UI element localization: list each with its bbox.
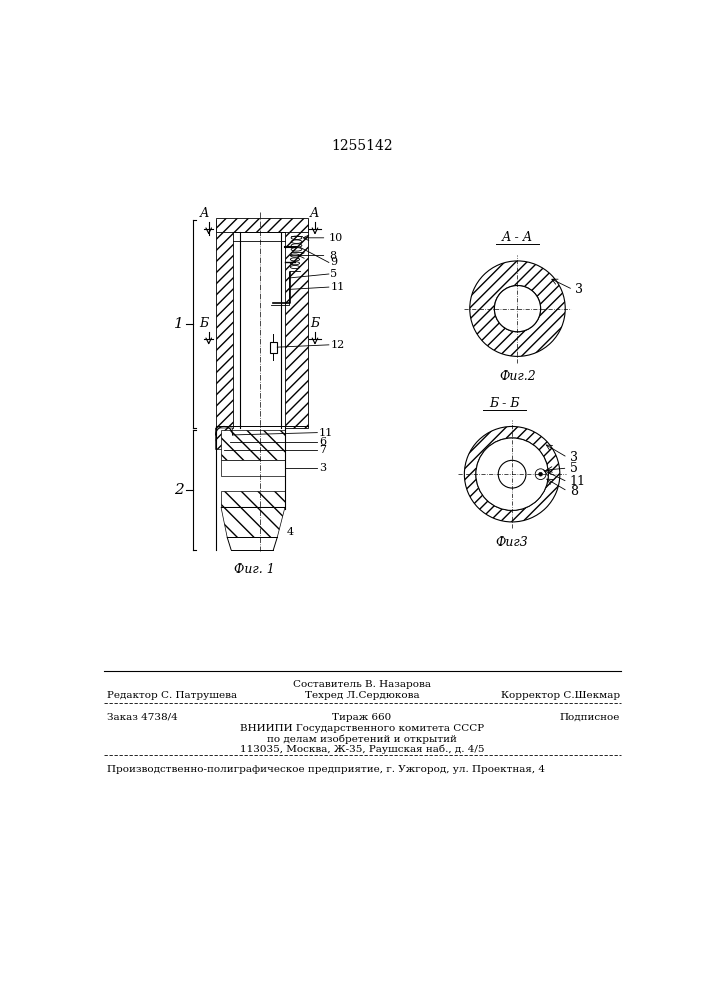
Bar bbox=[270, 342, 277, 353]
Text: 2: 2 bbox=[173, 483, 183, 497]
Circle shape bbox=[494, 286, 541, 332]
Polygon shape bbox=[221, 491, 285, 507]
Text: Фиг. 1: Фиг. 1 bbox=[234, 563, 274, 576]
Text: Подписное: Подписное bbox=[559, 713, 620, 722]
Text: 8: 8 bbox=[329, 251, 336, 261]
Text: Составитель В. Назарова: Составитель В. Назарова bbox=[293, 680, 431, 689]
Polygon shape bbox=[216, 428, 233, 450]
Text: 5: 5 bbox=[330, 269, 337, 279]
Text: Б: Б bbox=[310, 317, 320, 330]
Text: 11: 11 bbox=[319, 428, 333, 438]
Text: Редактор С. Патрушева: Редактор С. Патрушева bbox=[107, 691, 238, 700]
Text: ВНИИПИ Государственного комитета СССР: ВНИИПИ Государственного комитета СССР bbox=[240, 724, 484, 733]
Text: 6: 6 bbox=[319, 437, 326, 447]
Bar bbox=[216, 218, 308, 232]
Wedge shape bbox=[469, 261, 565, 356]
Text: Корректор С.Шекмар: Корректор С.Шекмар bbox=[501, 691, 620, 700]
Polygon shape bbox=[221, 430, 285, 460]
Text: 5: 5 bbox=[570, 462, 578, 475]
Text: 3: 3 bbox=[575, 283, 583, 296]
Text: 11: 11 bbox=[570, 475, 586, 488]
Text: 11: 11 bbox=[330, 282, 344, 292]
Polygon shape bbox=[221, 507, 285, 537]
Text: Фиг.2: Фиг.2 bbox=[499, 370, 536, 383]
Text: 4: 4 bbox=[286, 527, 293, 537]
Text: Тираж 660: Тираж 660 bbox=[332, 713, 392, 722]
Text: 3: 3 bbox=[319, 463, 326, 473]
Text: 1255142: 1255142 bbox=[331, 139, 393, 153]
Text: А: А bbox=[199, 207, 209, 220]
Bar bbox=[285, 220, 308, 428]
Circle shape bbox=[498, 460, 526, 488]
Text: Б - Б: Б - Б bbox=[489, 397, 520, 410]
Text: Производственно-полиграфическое предприятие, г. Ужгород, ул. Проектная, 4: Производственно-полиграфическое предприя… bbox=[107, 765, 545, 774]
Text: Б: Б bbox=[199, 317, 209, 330]
Circle shape bbox=[539, 472, 542, 476]
Text: 9: 9 bbox=[330, 257, 337, 267]
Bar bbox=[216, 220, 233, 428]
Text: Техред Л.Сердюкова: Техред Л.Сердюкова bbox=[305, 691, 419, 700]
Text: Фиг3: Фиг3 bbox=[496, 536, 528, 549]
Text: 7: 7 bbox=[319, 445, 326, 455]
Circle shape bbox=[535, 469, 546, 480]
Circle shape bbox=[476, 438, 549, 510]
Text: 1: 1 bbox=[173, 317, 183, 331]
Text: А: А bbox=[310, 207, 320, 220]
Text: 3: 3 bbox=[570, 451, 578, 464]
Text: 113035, Москва, Ж-35, Раушская наб., д. 4/5: 113035, Москва, Ж-35, Раушская наб., д. … bbox=[240, 744, 484, 754]
Bar bbox=[221, 460, 285, 476]
Text: 8: 8 bbox=[570, 485, 578, 498]
Text: Заказ 4738/4: Заказ 4738/4 bbox=[107, 713, 178, 722]
Wedge shape bbox=[464, 426, 560, 522]
Text: 10: 10 bbox=[329, 233, 343, 243]
Text: по делам изобретений и открытий: по делам изобретений и открытий bbox=[267, 734, 457, 744]
Text: А - А: А - А bbox=[502, 231, 533, 244]
Text: 12: 12 bbox=[330, 340, 344, 350]
